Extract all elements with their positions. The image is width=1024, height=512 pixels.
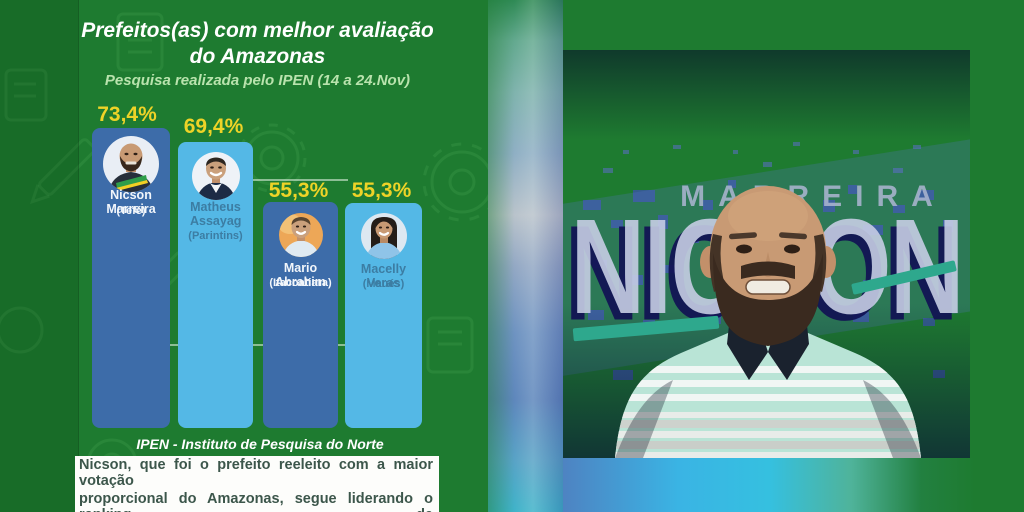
blur-bottom-strip	[563, 458, 975, 512]
bar-name: Mario Abrahim	[275, 261, 326, 289]
bar-city: (Parintins)	[188, 230, 243, 242]
gridline	[252, 179, 348, 181]
value-label-macelly: 55,3%	[351, 179, 412, 202]
bar-nicson-marreira: Nicson Marreira (Tefé)	[92, 128, 170, 428]
poster-photo: MARREIRA NICSON	[563, 50, 970, 458]
avatar-macelly-veras	[360, 213, 407, 259]
bar-macelly-veras: Macelly Veras (Maués)	[345, 203, 422, 428]
bar-name: Nicson Marreira	[106, 188, 156, 216]
chart-title-line2: do Amazonas	[189, 45, 326, 68]
portrait-nicson	[615, 186, 921, 458]
avatar-matheus-assayag	[191, 152, 240, 200]
bar-mario-abrahim: Mario Abrahim (Itacoatiara)	[263, 202, 338, 428]
bar-name: Macelly Veras	[360, 262, 407, 290]
chart-title: Prefeitos(as) com melhor avaliação do Am…	[60, 18, 455, 70]
quote-line-1: Nicson, que foi o prefeito reeleito com …	[75, 456, 439, 490]
quote-line-2: proporcional do Amazonas, segue liderand…	[75, 490, 439, 512]
bar-matheus-assayag: Matheus Assayag (Parintins)	[178, 142, 253, 428]
avatar-nicson-marreira	[103, 136, 159, 192]
chart-source-caption: IPEN - Instituto de Pesquisa do Norte	[136, 436, 384, 452]
left-edge-shade	[0, 0, 79, 512]
value-label-mario: 55,3%	[268, 179, 329, 202]
bar-name: Matheus Assayag	[190, 200, 242, 228]
blur-divider-strip	[488, 0, 563, 512]
avatar-mario-abrahim	[278, 213, 323, 257]
value-label-matheus: 69,4%	[183, 115, 244, 138]
bar-city: (Tefé)	[116, 205, 146, 217]
chart-subtitle: Pesquisa realizada pelo IPEN (14 a 24.No…	[104, 72, 411, 89]
quote-box: Nicson, que foi o prefeito reeleito com …	[75, 456, 439, 512]
value-label-nicson: 73,4%	[97, 103, 157, 126]
gridline	[92, 344, 422, 346]
bar-city: (Itacoatiara)	[269, 277, 332, 289]
chart-title-line1: Prefeitos(as) com melhor avaliação	[81, 19, 434, 42]
chart-panel: Prefeitos(as) com melhor avaliação do Am…	[0, 0, 488, 512]
bar-city: (Maués)	[362, 278, 405, 290]
